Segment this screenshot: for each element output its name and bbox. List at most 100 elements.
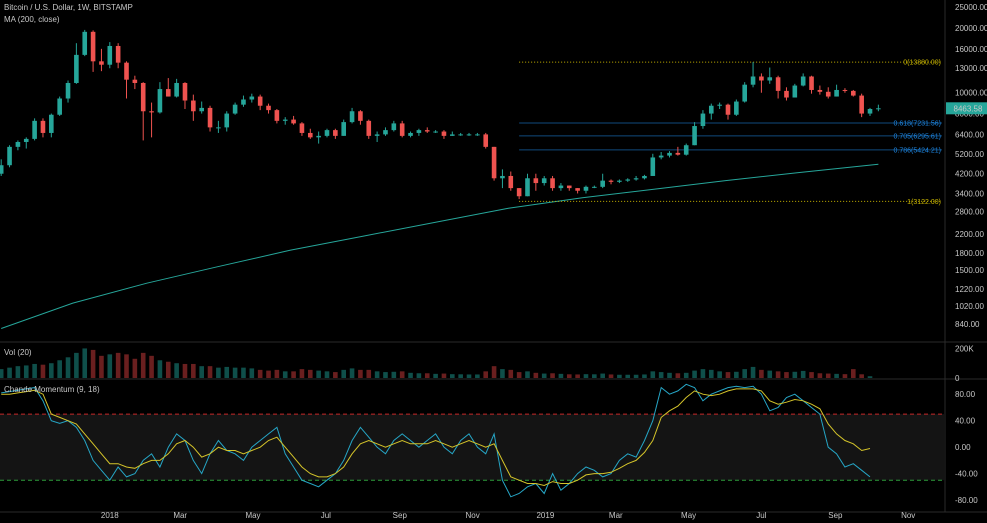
candle-body (817, 89, 823, 92)
volume-bar (708, 369, 714, 378)
price-tick-label: 25000.00 (955, 3, 987, 12)
momentum-tick-label: 40.00 (955, 417, 976, 426)
volume-bar (416, 373, 422, 378)
volume-bar (65, 357, 71, 378)
volume-bar (266, 370, 271, 378)
candle-body (15, 141, 21, 147)
candle-body (792, 85, 798, 98)
candle-body (115, 45, 121, 63)
volume-bar (809, 372, 814, 378)
momentum-line (1, 383, 871, 498)
candle-body (65, 82, 71, 99)
candle-body (516, 188, 522, 197)
volume-bar (550, 373, 555, 378)
candle-body (374, 134, 380, 136)
volume-bar (842, 374, 848, 378)
volume-bar (316, 370, 321, 378)
volume-bar (850, 369, 856, 378)
volume-bar (299, 369, 305, 378)
candle-body (450, 134, 455, 136)
volume-bar (734, 371, 739, 378)
candle-body (842, 89, 848, 91)
candle-body (700, 113, 706, 127)
candle-body (40, 120, 46, 133)
candle-body (182, 82, 188, 101)
volume-bar (683, 372, 689, 378)
volume-bar (675, 373, 681, 378)
candle-body (558, 185, 564, 189)
volume-bar (725, 372, 731, 378)
candle-body (734, 101, 739, 115)
price-tick-label: 1500.00 (955, 266, 984, 275)
volume-bar (424, 373, 430, 378)
volume-bar (692, 370, 697, 378)
volume-tick-label: 0 (955, 374, 960, 383)
candle-body (399, 123, 405, 136)
candle-body (224, 113, 230, 128)
fib-level-label: 0.705(6295.61) (894, 133, 941, 140)
candle-body (500, 175, 505, 179)
volume-bar (491, 366, 497, 378)
price-tick-label: 20000.00 (955, 24, 987, 33)
candle-body (575, 188, 580, 191)
volume-bar (483, 371, 489, 378)
candle-body (90, 31, 96, 62)
fib-level-label: 0(13880.00) (903, 60, 941, 67)
candle-body (825, 91, 831, 97)
candle-body (358, 111, 363, 121)
candle-body (191, 100, 196, 112)
candle-body (850, 90, 856, 96)
momentum-legend: Chande Momentum (9, 18) (4, 385, 100, 394)
candle-body (859, 95, 864, 114)
volume-bar (475, 374, 480, 378)
volume-bar (617, 374, 622, 378)
volume-bar (583, 374, 589, 378)
candle-body (274, 110, 280, 121)
volume-bar (466, 374, 472, 378)
volume-bar (232, 367, 238, 378)
candle-body (383, 130, 388, 135)
fib-level-label: 0.786(5424.21) (894, 147, 941, 154)
volume-bar (358, 369, 363, 378)
candle-body (466, 134, 472, 136)
candle-body (391, 123, 397, 131)
last-price-badge (946, 102, 987, 115)
volume-bar (450, 374, 455, 378)
candle-body (867, 109, 873, 114)
volume-bar (592, 374, 597, 378)
volume-bar (341, 369, 347, 378)
volume-bar (408, 372, 413, 378)
candle-body (307, 132, 313, 138)
candle-body (23, 138, 29, 142)
volume-bar (32, 363, 37, 378)
volume-bar (165, 361, 171, 378)
volume-bar (15, 366, 21, 378)
price-tick-label: 16000.00 (955, 45, 987, 54)
volume-bar (433, 373, 438, 378)
volume-bar (182, 363, 188, 378)
candle-body (7, 146, 12, 166)
price-tick-label: 3400.00 (955, 189, 984, 198)
candle-body (282, 119, 288, 121)
volume-bar (191, 363, 196, 378)
volume-bar (633, 374, 639, 378)
volume-bar (349, 368, 355, 378)
candle-body (324, 130, 330, 136)
volume-bar (458, 374, 463, 378)
volume-bar (667, 372, 672, 378)
volume-bar (157, 360, 163, 378)
ma-legend: MA (200, close) (4, 15, 60, 24)
candle-body (49, 114, 54, 133)
candle-body (32, 120, 37, 139)
volume-bar (625, 374, 631, 378)
candle-body (207, 107, 213, 128)
candle-body (57, 98, 62, 115)
time-tick-label: 2019 (536, 511, 554, 520)
volume-bar (391, 371, 397, 378)
candle-body (625, 179, 631, 181)
candle-body (617, 180, 622, 182)
candle-body (266, 105, 271, 111)
candle-body (107, 45, 113, 65)
volume-bar (650, 371, 656, 378)
